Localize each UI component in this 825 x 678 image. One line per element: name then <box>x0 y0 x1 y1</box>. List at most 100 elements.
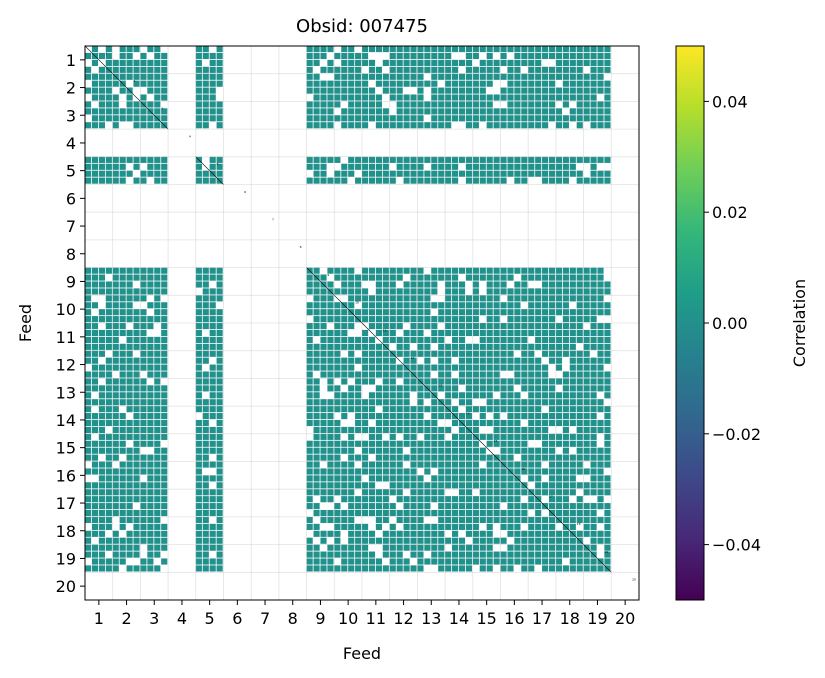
heatmap-cell <box>535 516 542 524</box>
heatmap-cell <box>535 537 542 544</box>
heatmap-cell <box>548 115 556 122</box>
heatmap-cell <box>112 288 119 295</box>
heatmap-cell <box>140 336 147 343</box>
heatmap-cell <box>424 52 431 60</box>
heatmap-cell <box>355 357 362 364</box>
heatmap-cell <box>452 544 459 551</box>
heatmap-cell <box>548 447 556 454</box>
heatmap-cell <box>569 295 576 302</box>
heatmap-cell <box>521 281 528 288</box>
heatmap-cell <box>410 516 417 524</box>
heatmap-cell <box>91 156 99 163</box>
heatmap-cell <box>85 316 92 323</box>
heatmap-cell <box>424 177 431 184</box>
heatmap-cell <box>590 323 597 330</box>
heatmap-cell <box>521 350 528 357</box>
heatmap-cell <box>458 357 466 364</box>
heatmap-cell <box>576 565 583 572</box>
x-tick-label: 16 <box>504 609 524 628</box>
heatmap-cell <box>154 399 161 406</box>
heatmap-cell <box>597 537 604 544</box>
heatmap-cell <box>590 288 597 295</box>
heatmap-cell <box>334 523 341 530</box>
heatmap-cell <box>569 364 576 371</box>
heatmap-cell <box>112 295 119 302</box>
y-tick-label: 2 <box>66 79 76 98</box>
heatmap-cell <box>327 94 334 101</box>
heatmap-cell <box>216 295 223 302</box>
heatmap-cell <box>410 523 417 530</box>
heatmap-cell <box>424 509 431 517</box>
heatmap-cell <box>98 108 105 115</box>
heatmap-cell <box>195 399 202 406</box>
heatmap-cell <box>334 80 341 87</box>
heatmap-cell <box>569 406 576 413</box>
heatmap-cell <box>202 537 209 544</box>
heatmap-cell <box>368 475 376 482</box>
heatmap-cell <box>590 101 597 108</box>
heatmap-cell <box>313 343 320 350</box>
heatmap-cell <box>597 357 604 364</box>
heatmap-cell <box>105 108 112 115</box>
heatmap-cell <box>424 482 431 489</box>
heatmap-cell <box>320 482 327 489</box>
heatmap-cell <box>396 267 403 274</box>
heatmap-cell <box>133 357 140 364</box>
heatmap-cell <box>348 426 355 434</box>
heatmap-cell <box>147 170 154 177</box>
heatmap-cell <box>445 52 452 60</box>
heatmap-cell <box>542 523 549 530</box>
heatmap-cell <box>341 59 348 66</box>
heatmap-cell <box>458 565 466 572</box>
heatmap-cell <box>375 350 382 357</box>
heatmap-cell <box>583 288 590 295</box>
heatmap-cell <box>576 115 583 122</box>
heatmap-cell <box>576 454 583 461</box>
heatmap-cell <box>147 87 154 94</box>
heatmap-cell <box>528 94 535 101</box>
heatmap-cell <box>85 433 92 440</box>
heatmap-cell <box>452 73 459 80</box>
heatmap-cell <box>424 309 431 316</box>
heatmap-cell <box>514 281 521 288</box>
heatmap-cell <box>85 274 92 281</box>
heatmap-cell <box>583 523 590 530</box>
heatmap-cell <box>389 267 396 274</box>
heatmap-cell <box>327 461 334 468</box>
heatmap-cell <box>396 156 403 163</box>
heatmap-cell <box>583 295 590 302</box>
heatmap-cell <box>514 461 521 468</box>
heatmap-cell <box>362 378 369 385</box>
heatmap-cell <box>424 108 431 115</box>
heatmap-cell <box>479 323 486 330</box>
heatmap-cell <box>486 371 493 378</box>
heatmap-cell <box>569 461 576 468</box>
heatmap-cell <box>458 537 466 544</box>
heatmap-cell <box>410 122 417 129</box>
heatmap-cell <box>112 440 119 447</box>
heatmap-cell <box>334 509 341 517</box>
heatmap-cell <box>216 544 223 551</box>
heatmap-cell <box>597 468 604 475</box>
heatmap-cell <box>535 163 542 170</box>
heatmap-cell <box>209 385 216 392</box>
heatmap-cell <box>479 267 486 274</box>
heatmap-cell <box>362 440 369 447</box>
heatmap-cell <box>493 350 500 357</box>
heatmap-cell <box>472 440 479 447</box>
heatmap-cell <box>500 156 507 163</box>
heatmap-cell <box>147 163 154 170</box>
heatmap-cell <box>410 108 417 115</box>
heatmap-cell <box>465 309 473 316</box>
heatmap-cell <box>521 336 528 343</box>
heatmap-cell <box>389 482 396 489</box>
heatmap-cell <box>604 177 611 184</box>
heatmap-cell <box>195 496 202 503</box>
heatmap-cell <box>140 170 147 177</box>
heatmap-cell <box>417 343 424 350</box>
heatmap-cell <box>98 530 105 537</box>
heatmap-cell <box>417 385 424 392</box>
heatmap-cell <box>424 170 431 177</box>
heatmap-cell <box>334 544 341 551</box>
heatmap-cell <box>105 544 112 551</box>
